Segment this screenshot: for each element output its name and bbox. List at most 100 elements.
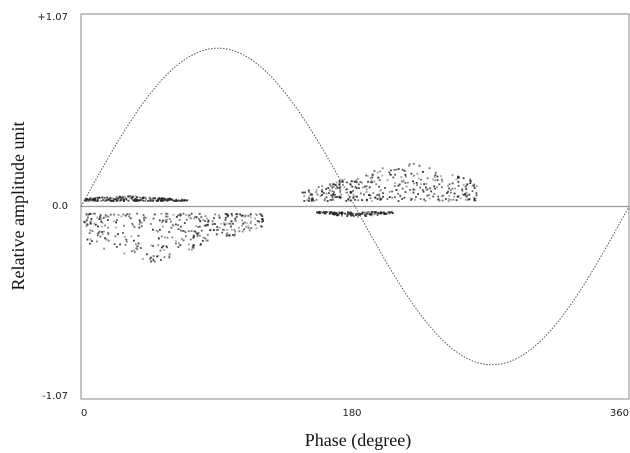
pd-point bbox=[90, 199, 93, 202]
pd-point bbox=[113, 243, 116, 245]
pd-point bbox=[225, 222, 228, 225]
pd-point bbox=[157, 237, 160, 240]
pd-point bbox=[335, 196, 337, 198]
pd-point bbox=[158, 219, 161, 222]
pd-point bbox=[234, 220, 237, 222]
pd-point bbox=[307, 189, 310, 192]
pd-point bbox=[150, 244, 153, 247]
pd-point bbox=[196, 235, 199, 238]
pd-point bbox=[466, 183, 469, 186]
pd-point bbox=[238, 226, 240, 229]
pd-point bbox=[424, 200, 427, 202]
pd-point bbox=[331, 211, 334, 214]
pd-point bbox=[390, 169, 392, 172]
pd-point bbox=[218, 227, 221, 229]
pd-point bbox=[464, 194, 467, 197]
pd-point bbox=[308, 200, 310, 202]
pd-point bbox=[101, 222, 104, 224]
pd-point bbox=[87, 213, 90, 216]
pd-point bbox=[106, 196, 108, 199]
pd-point bbox=[397, 200, 400, 202]
pd-point bbox=[190, 212, 193, 215]
pd-point bbox=[165, 215, 168, 218]
pd-point bbox=[387, 211, 389, 213]
pd-point bbox=[459, 197, 462, 200]
pd-point bbox=[228, 234, 231, 237]
pd-point bbox=[115, 226, 117, 229]
pd-point bbox=[104, 224, 106, 227]
pd-point bbox=[233, 229, 236, 231]
pd-point bbox=[335, 181, 338, 184]
pd-point bbox=[168, 218, 171, 220]
pd-point bbox=[235, 215, 238, 218]
pd-point bbox=[167, 199, 170, 202]
pd-point bbox=[356, 216, 359, 218]
pd-point bbox=[347, 211, 349, 213]
pd-point bbox=[187, 215, 190, 218]
pd-point bbox=[258, 220, 261, 223]
pd-point bbox=[331, 190, 334, 192]
pd-point bbox=[114, 235, 117, 238]
pd-point bbox=[308, 197, 311, 200]
pd-point bbox=[218, 216, 221, 219]
pd-point bbox=[339, 191, 341, 193]
pd-point bbox=[329, 184, 332, 187]
pd-point bbox=[199, 243, 202, 246]
pd-point bbox=[144, 200, 147, 202]
pd-point bbox=[316, 211, 318, 214]
pd-point bbox=[382, 195, 384, 198]
pd-point bbox=[413, 188, 416, 191]
pd-point bbox=[151, 198, 154, 201]
pd-point bbox=[313, 200, 316, 202]
pd-point bbox=[344, 212, 347, 215]
pd-point bbox=[197, 231, 200, 234]
pd-point bbox=[384, 187, 386, 189]
pd-point bbox=[168, 256, 171, 259]
pd-point bbox=[138, 199, 141, 202]
pd-point bbox=[205, 239, 208, 242]
pd-point bbox=[375, 211, 377, 213]
pd-point bbox=[116, 200, 118, 202]
pd-point bbox=[183, 222, 186, 224]
pd-point bbox=[321, 185, 324, 188]
pd-point bbox=[139, 247, 142, 249]
pd-point bbox=[404, 173, 407, 176]
pd-point bbox=[137, 234, 140, 237]
pd-point bbox=[336, 214, 338, 216]
pd-point bbox=[137, 242, 140, 245]
pd-point bbox=[381, 167, 384, 170]
pd-point bbox=[96, 199, 99, 201]
pd-point bbox=[189, 214, 191, 217]
pd-point bbox=[160, 198, 163, 201]
pd-point bbox=[116, 219, 118, 221]
pd-point bbox=[468, 198, 471, 201]
pd-point bbox=[153, 255, 155, 258]
pd-point bbox=[152, 197, 155, 200]
pd-point bbox=[96, 196, 99, 199]
pd-point bbox=[197, 226, 200, 228]
pd-point bbox=[117, 233, 119, 235]
pd-point bbox=[350, 214, 353, 217]
pd-point bbox=[371, 176, 374, 179]
pd-point bbox=[156, 198, 159, 200]
pd-point bbox=[447, 200, 450, 202]
pd-point bbox=[125, 199, 128, 201]
pd-point bbox=[112, 220, 115, 223]
pd-point bbox=[388, 212, 391, 215]
pd-point bbox=[341, 179, 344, 182]
pd-point bbox=[311, 199, 313, 202]
pd-point bbox=[98, 197, 101, 199]
pd-point bbox=[223, 224, 226, 226]
pd-point bbox=[145, 198, 147, 201]
pd-point bbox=[101, 233, 104, 235]
pd-point bbox=[125, 198, 128, 200]
pd-point bbox=[340, 193, 343, 196]
pd-point bbox=[153, 213, 156, 216]
pd-point bbox=[158, 197, 160, 199]
pd-point bbox=[146, 253, 148, 256]
pd-point bbox=[124, 196, 126, 199]
pd-point bbox=[177, 214, 180, 216]
pd-point bbox=[159, 228, 161, 231]
pd-point bbox=[142, 214, 145, 216]
